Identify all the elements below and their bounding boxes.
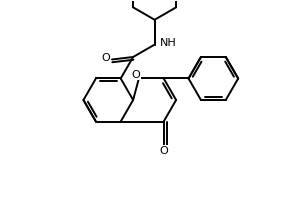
- Text: NH: NH: [160, 38, 176, 48]
- Text: O: O: [131, 70, 140, 80]
- Text: O: O: [159, 146, 168, 156]
- Text: O: O: [102, 53, 110, 63]
